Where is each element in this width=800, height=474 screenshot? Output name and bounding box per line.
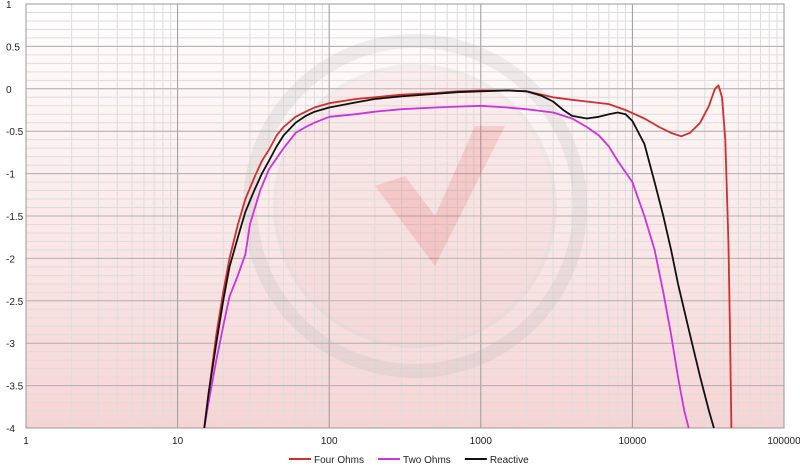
x-tick-label: 1000 xyxy=(470,436,493,447)
y-tick-label: -3 xyxy=(6,339,15,350)
y-tick-label: 0.5 xyxy=(6,42,20,53)
x-axis-tick-labels: 1 10 100 1000 10000 100000 xyxy=(23,436,800,447)
x-tick-label: 10 xyxy=(172,436,184,447)
plot-border xyxy=(25,3,785,429)
series-layer xyxy=(203,84,733,429)
y-axis-tick-labels: 1 0.5 0 -0.5 -1 -1.5 -2 -2.5 -3 -3.5 -4 xyxy=(6,0,24,435)
y-tick-label: -3.5 xyxy=(6,382,24,393)
legend-label: Reactive xyxy=(490,455,529,466)
legend-label: Four Ohms xyxy=(314,455,364,466)
y-tick-label: -2.5 xyxy=(6,297,24,308)
legend: Four Ohms Two Ohms Reactive xyxy=(289,455,529,466)
series-line-1 xyxy=(203,104,690,429)
y-tick-label: -0.5 xyxy=(6,127,24,138)
x-tick-label: 100000 xyxy=(767,436,800,447)
y-tick-label: 1 xyxy=(6,0,12,11)
legend-label: Two Ohms xyxy=(403,455,451,466)
series-line-2 xyxy=(203,89,715,429)
y-tick-label: -1 xyxy=(6,170,15,181)
x-tick-label: 1 xyxy=(23,436,29,447)
x-tick-label: 10000 xyxy=(618,436,646,447)
y-tick-label: -2 xyxy=(6,254,15,265)
y-tick-label: -1.5 xyxy=(6,212,24,223)
watermark-logo xyxy=(243,34,587,378)
y-tick-label: 0 xyxy=(6,85,12,96)
y-tick-label: -4 xyxy=(6,424,15,435)
x-tick-label: 100 xyxy=(321,436,338,447)
